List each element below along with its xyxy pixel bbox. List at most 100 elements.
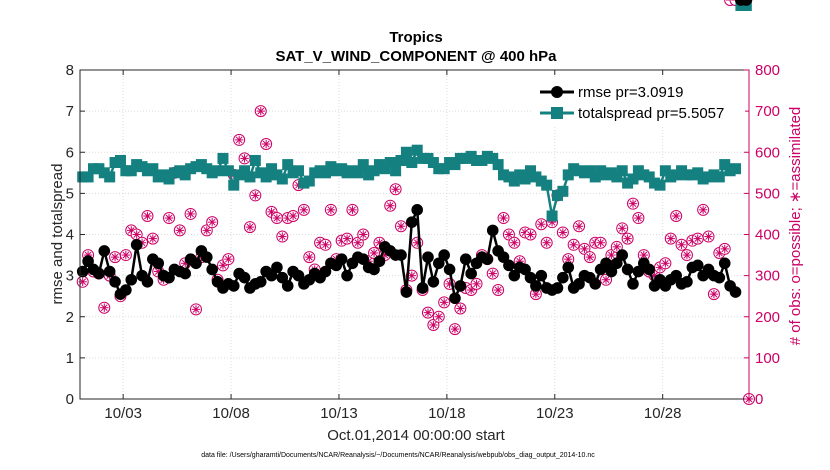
axes: 10/03 10/08 10/13 10/18 10/23 10/280123456780… [66, 62, 780, 422]
obs-assimilated-point [359, 230, 368, 239]
asterisk-stroke [705, 233, 712, 240]
totalspread-point [541, 179, 553, 191]
obs-assimilated-point [191, 305, 201, 314]
asterisk-stroke [246, 223, 254, 231]
totalspread-point [244, 171, 256, 183]
asterisk-stroke [241, 155, 248, 162]
totalspread-point [104, 171, 116, 183]
asterisk-stroke [322, 241, 329, 249]
rmse-point [449, 292, 461, 305]
rmse-point [276, 271, 289, 284]
y-tick-label: 2 [66, 309, 74, 326]
rmse-point [227, 280, 240, 292]
totalspread-point [730, 163, 742, 175]
obs-assimilated-point [450, 324, 460, 334]
asterisk-stroke [667, 235, 675, 242]
asterisk-stroke [661, 259, 669, 267]
asterisk-stroke [473, 280, 480, 288]
totalspread-point [557, 185, 569, 197]
obs-assimilated-point [207, 217, 217, 227]
obs-assimilated-point [396, 222, 406, 231]
asterisk-stroke [570, 241, 578, 249]
asterisk-stroke [624, 235, 631, 242]
totalspread-point [546, 210, 558, 222]
totalspread-point [643, 171, 655, 183]
asterisk-stroke [349, 206, 356, 214]
totalspread-point [125, 165, 137, 177]
asterisk-stroke [354, 239, 362, 247]
asterisk-stroke [111, 253, 119, 261]
totalspread-point [260, 171, 272, 183]
totalspread-point [427, 157, 439, 169]
asterisk-stroke [613, 243, 621, 251]
asterisk-stroke [100, 304, 108, 312]
obs-assimilated-point [618, 224, 627, 233]
rmse-point [443, 263, 456, 276]
totalspread-point [438, 163, 450, 175]
rmse-point [163, 271, 175, 284]
obs-assimilated-point [661, 259, 670, 268]
asterisk-stroke [144, 212, 151, 220]
asterisk-stroke [268, 208, 275, 216]
totalspread-point [222, 165, 234, 177]
asterisk-stroke [683, 251, 691, 259]
obs-assimilated-point [288, 211, 298, 221]
y2-tick-label: 500 [755, 185, 780, 202]
obs-assimilated-point [531, 289, 541, 299]
asterisk-stroke [586, 253, 594, 261]
rmse-point [238, 271, 251, 284]
rmse-point [341, 269, 353, 282]
totalspread-point [114, 154, 126, 166]
asterisk-stroke [192, 305, 200, 313]
y-tick-label: 5 [66, 185, 74, 202]
totalspread-point [654, 179, 666, 191]
rmse-point [200, 251, 213, 263]
obs-assimilated-point [693, 234, 702, 243]
asterisk-stroke [608, 251, 615, 259]
asterisk-stroke [597, 239, 605, 247]
obs-assimilated-point [434, 312, 443, 321]
rmse-point [406, 216, 418, 228]
legend-totalspread-label: totalspread pr=5.5057 [578, 105, 724, 122]
rmse-point [632, 265, 645, 278]
y-tick-label: 6 [66, 144, 74, 161]
totalspread-point [406, 157, 418, 169]
y-tick-label: 3 [66, 268, 74, 285]
obs-assimilated-point [256, 106, 265, 116]
rmse-point [103, 265, 116, 278]
asterisk-stroke [694, 235, 702, 242]
obs-assimilated-point [682, 250, 692, 260]
rmse-point [713, 271, 726, 284]
asterisk-stroke [392, 185, 399, 193]
rmse-point [265, 269, 278, 282]
totalspread-point [282, 159, 294, 171]
asterisk-stroke [273, 214, 281, 222]
totalspread-point [524, 165, 536, 177]
obs-assimilated-point [666, 234, 675, 243]
obs-assimilated-point [607, 250, 616, 260]
asterisk-stroke [278, 233, 286, 240]
obs-assimilated-point [499, 213, 508, 223]
rmse-point [465, 267, 477, 280]
obs-assimilated-point [321, 240, 330, 249]
asterisk-stroke [397, 222, 405, 230]
obs-assimilated-point [143, 211, 152, 221]
rmse-point [438, 249, 450, 261]
obs-assimilated-point [267, 207, 276, 217]
y2-tick-label: 300 [755, 268, 780, 285]
obs-assimilated-point [542, 238, 551, 247]
asterisk-stroke [79, 278, 87, 286]
rmse-point [519, 263, 531, 276]
asterisk-stroke [251, 192, 259, 199]
obs-assimilated-point [677, 240, 686, 249]
obs-assimilated-point [391, 185, 400, 194]
y-tick-label: 4 [66, 227, 74, 244]
obs-assimilated-point [186, 209, 195, 219]
rmse-point [395, 249, 407, 261]
rmse-point [670, 269, 682, 282]
obs-assimilated-point [671, 211, 681, 221]
obs-assimilated-point [326, 205, 336, 215]
rmse-point [497, 251, 510, 263]
totalspread-point [212, 165, 224, 177]
